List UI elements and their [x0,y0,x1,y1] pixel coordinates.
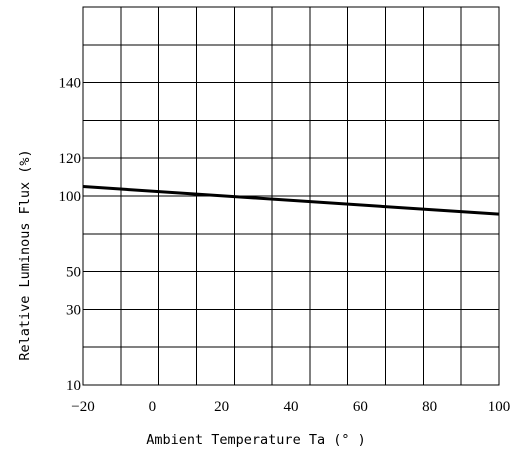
y-tick-label: 10 [66,378,81,394]
y-tick-labels: 10 30 50 100 120 140 [59,76,82,394]
y-tick-label: 50 [66,265,81,281]
plot-frame [82,6,500,386]
series-layer [82,185,500,216]
y-tick-label: 120 [59,151,82,167]
y-tick-label: 100 [59,189,82,205]
x-tick-label: 40 [284,399,299,415]
x-tick-label: 0 [149,399,157,415]
x-tick-label: 60 [353,399,368,415]
grid [83,7,499,385]
series-line [82,185,500,216]
x-tick-label: −20 [71,399,94,415]
x-tick-label: 20 [214,399,229,415]
x-tick-label: 80 [422,399,437,415]
x-tick-labels: −20 0 20 40 60 80 100 [71,399,510,415]
x-tick-label: 100 [488,399,511,415]
x-axis-label: Ambient Temperature Ta (° ) [146,432,365,448]
y-tick-label: 30 [66,302,81,318]
y-axis-label: Relative Luminous Flux (%) [17,149,33,360]
y-tick-label: 140 [59,76,82,92]
